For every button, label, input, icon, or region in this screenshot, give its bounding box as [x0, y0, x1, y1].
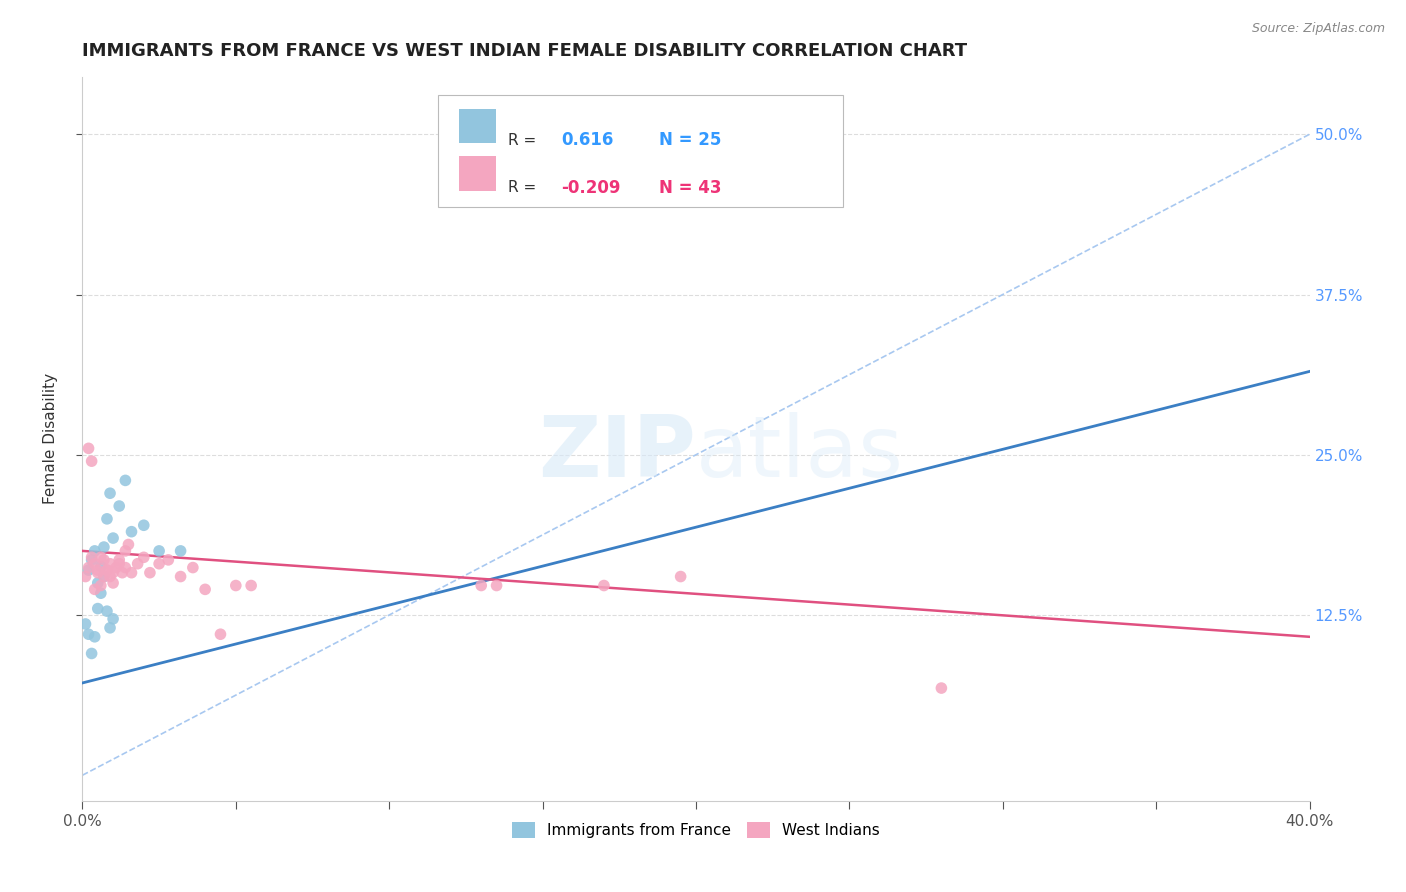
Text: Source: ZipAtlas.com: Source: ZipAtlas.com — [1251, 22, 1385, 36]
Text: N = 25: N = 25 — [659, 131, 721, 149]
Text: atlas: atlas — [696, 412, 904, 495]
FancyBboxPatch shape — [460, 109, 496, 144]
Point — [108, 499, 131, 513]
Point — [209, 627, 232, 641]
Point — [93, 553, 115, 567]
Point — [108, 557, 131, 571]
Point — [87, 563, 110, 577]
Point — [98, 621, 121, 635]
Point — [105, 560, 128, 574]
Point — [90, 578, 112, 592]
Point — [225, 578, 247, 592]
Point — [96, 563, 118, 577]
Point — [114, 544, 136, 558]
Point — [148, 544, 170, 558]
Point — [98, 486, 121, 500]
Point — [90, 586, 112, 600]
Y-axis label: Female Disability: Female Disability — [44, 373, 58, 504]
Point — [98, 569, 121, 583]
Point — [169, 569, 191, 583]
Point — [148, 557, 170, 571]
Point — [83, 544, 105, 558]
Point — [139, 566, 162, 580]
Point — [77, 627, 100, 641]
Point — [83, 630, 105, 644]
Point — [90, 559, 112, 574]
Point — [101, 576, 124, 591]
Point — [485, 578, 508, 592]
Text: N = 43: N = 43 — [659, 178, 721, 196]
Text: R =: R = — [508, 133, 537, 148]
FancyBboxPatch shape — [460, 156, 496, 191]
Point — [93, 569, 115, 583]
Point — [101, 531, 124, 545]
Point — [108, 553, 131, 567]
Point — [96, 604, 118, 618]
Point — [80, 647, 103, 661]
Text: 0.616: 0.616 — [561, 131, 613, 149]
Text: ZIP: ZIP — [538, 412, 696, 495]
Text: R =: R = — [508, 180, 537, 195]
Point — [121, 524, 143, 539]
Point — [96, 563, 118, 577]
Point — [931, 681, 953, 695]
Point — [669, 569, 692, 583]
Point — [77, 563, 100, 577]
Point — [75, 569, 97, 583]
Point — [93, 569, 115, 583]
Point — [169, 544, 191, 558]
Point — [132, 518, 155, 533]
Point — [101, 566, 124, 580]
Point — [98, 557, 121, 571]
Point — [93, 540, 115, 554]
Point — [83, 557, 105, 571]
Point — [87, 576, 110, 591]
Point — [83, 582, 105, 597]
Point — [77, 442, 100, 456]
Point — [87, 566, 110, 580]
Point — [132, 550, 155, 565]
Point — [194, 582, 217, 597]
Point — [90, 550, 112, 565]
Point — [114, 474, 136, 488]
Point — [80, 454, 103, 468]
Point — [101, 612, 124, 626]
Point — [96, 512, 118, 526]
Point — [127, 557, 149, 571]
Text: IMMIGRANTS FROM FRANCE VS WEST INDIAN FEMALE DISABILITY CORRELATION CHART: IMMIGRANTS FROM FRANCE VS WEST INDIAN FE… — [83, 42, 967, 60]
Point — [470, 578, 492, 592]
Legend: Immigrants from France, West Indians: Immigrants from France, West Indians — [506, 815, 886, 844]
Point — [181, 560, 204, 574]
Point — [111, 566, 134, 580]
FancyBboxPatch shape — [439, 95, 844, 207]
Point — [75, 617, 97, 632]
Point — [121, 566, 143, 580]
Point — [240, 578, 263, 592]
Point — [80, 550, 103, 565]
Point — [77, 560, 100, 574]
Point — [87, 601, 110, 615]
Text: -0.209: -0.209 — [561, 178, 620, 196]
Point — [80, 553, 103, 567]
Point — [117, 537, 139, 551]
Point — [114, 560, 136, 574]
Point — [157, 553, 180, 567]
Point — [593, 578, 616, 592]
